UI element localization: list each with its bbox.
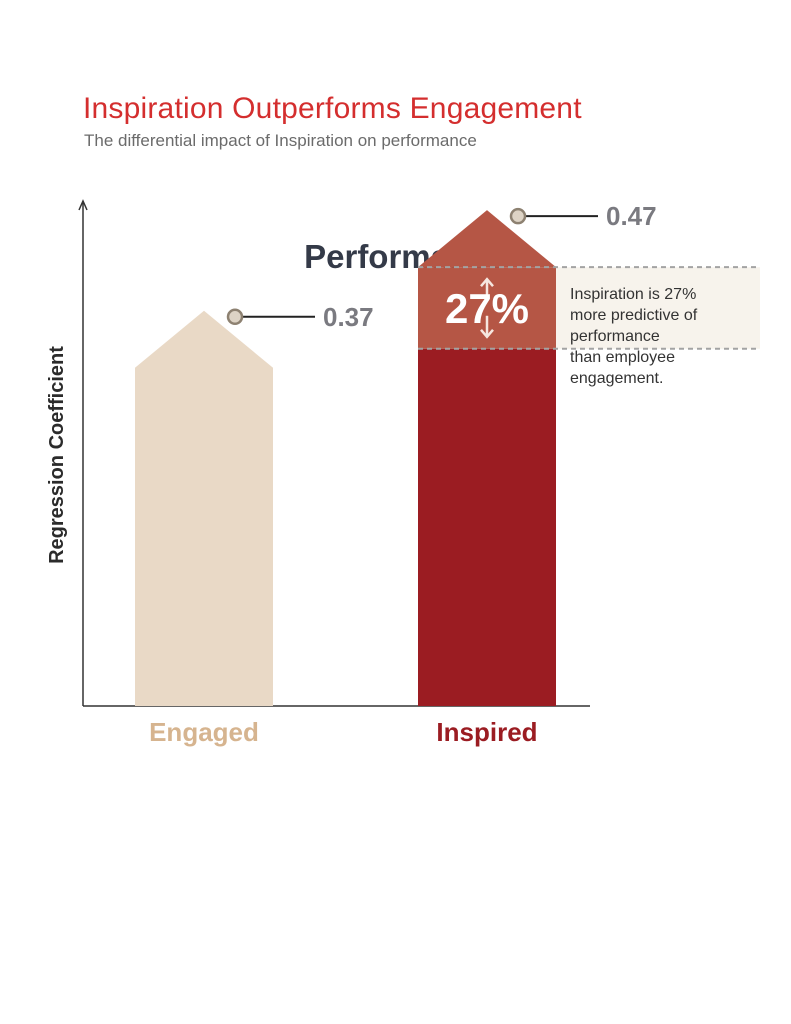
- arrow-down-icon: [480, 315, 494, 339]
- arrow-up-icon: [480, 277, 494, 301]
- annotation-box: [556, 267, 760, 349]
- bar-engaged: [135, 310, 273, 706]
- annotation-line: more predictive of: [570, 307, 698, 324]
- annotation-line: Inspiration is 27%: [570, 286, 696, 303]
- annotation-text: Inspiration is 27% more predictive of perf…: [570, 286, 698, 387]
- percent-label: 27%: [445, 285, 529, 332]
- value-label-engaged: 0.37: [323, 302, 374, 332]
- annotation-line: engagement.: [570, 370, 663, 387]
- value-label-inspired: 0.47: [606, 201, 657, 231]
- value-marker-engaged: [226, 308, 244, 326]
- page-subtitle: The differential impact of Inspiration o…: [84, 131, 477, 150]
- y-axis-arrow-icon: [78, 199, 88, 211]
- category-label-engaged: Engaged: [149, 717, 259, 747]
- annotation-line: performance: [570, 328, 660, 345]
- value-marker-inspired: [509, 207, 527, 225]
- category-label-inspired: Inspired: [436, 717, 537, 747]
- page-title: Inspiration Outperforms Engagement: [83, 92, 582, 125]
- bar-inspired-arrowhead: [418, 210, 556, 268]
- bar-inspired: [418, 348, 556, 706]
- y-axis-label: Regression Coefficient: [46, 346, 68, 564]
- annotation-line: than employee: [570, 349, 675, 366]
